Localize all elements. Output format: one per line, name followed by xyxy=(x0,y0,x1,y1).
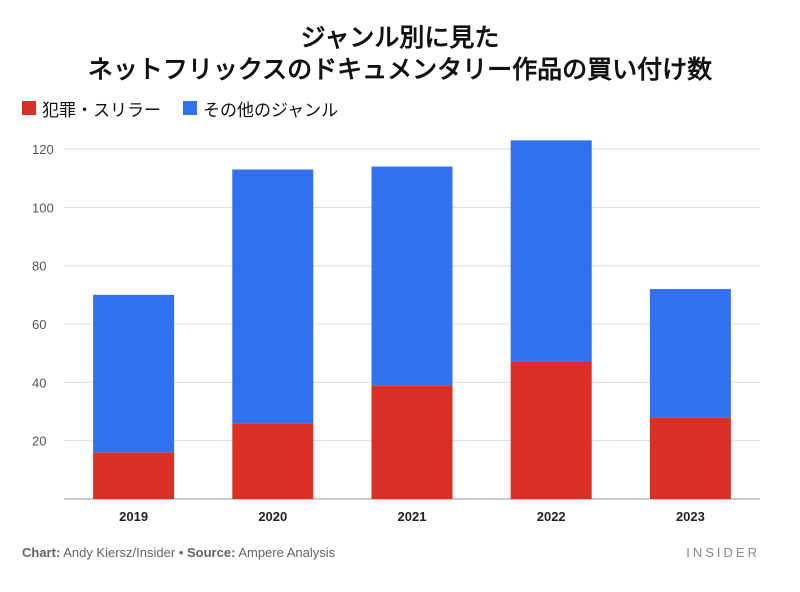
x-tick-label-2020: 2020 xyxy=(258,509,287,524)
credit-source-value: Ampere Analysis xyxy=(238,545,336,560)
y-tick-label-40: 40 xyxy=(32,375,46,390)
legend-item-other: その他のジャンル xyxy=(183,96,338,121)
chart-credits: Chart: Andy Kiersz/Insider • Source: Amp… xyxy=(22,545,335,560)
bar-crime-2022 xyxy=(510,361,592,499)
y-tick-label-100: 100 xyxy=(32,200,54,215)
bar-other-2023 xyxy=(649,289,731,418)
x-tick-label-2019: 2019 xyxy=(119,509,148,524)
bar-crime-2019 xyxy=(93,452,175,499)
y-tick-label-120: 120 xyxy=(32,142,54,157)
legend-label-crime: 犯罪・スリラー xyxy=(42,100,161,121)
bar-crime-2021 xyxy=(371,385,453,499)
legend-swatch-other xyxy=(183,101,197,115)
legend: 犯罪・スリラー その他のジャンル xyxy=(22,96,360,121)
credit-separator: • xyxy=(178,545,184,560)
x-tick-label-2023: 2023 xyxy=(676,509,705,524)
chart-title-line-2: ネットフリックスのドキュメンタリー作品の買い付け数 xyxy=(87,55,713,84)
bar-other-2021 xyxy=(371,166,453,386)
legend-label-other: その他のジャンル xyxy=(203,100,339,121)
y-tick-label-80: 80 xyxy=(32,259,46,274)
x-tick-label-2022: 2022 xyxy=(537,509,566,524)
credit-chart-author: Andy Kiersz/Insider xyxy=(63,545,176,560)
x-tick-label-2021: 2021 xyxy=(398,509,427,524)
chart-title-line-1: ジャンル別に見た xyxy=(300,23,500,52)
bar-crime-2020 xyxy=(232,423,314,499)
credit-chart-label: Chart: xyxy=(22,545,61,560)
bar-other-2020 xyxy=(232,169,314,424)
bar-crime-2023 xyxy=(649,417,731,499)
bar-other-2019 xyxy=(93,294,175,453)
credit-source-label: Source: xyxy=(187,545,236,560)
legend-swatch-crime xyxy=(22,101,36,115)
chart-title: ジャンル別に見た ネットフリックスのドキュメンタリー作品の買い付け数 xyxy=(0,22,800,86)
insider-logo: INSIDER xyxy=(686,545,760,560)
y-tick-label-60: 60 xyxy=(32,317,46,332)
legend-item-crime: 犯罪・スリラー xyxy=(22,96,161,121)
bar-other-2022 xyxy=(510,140,592,362)
y-tick-label-20: 20 xyxy=(32,434,46,449)
